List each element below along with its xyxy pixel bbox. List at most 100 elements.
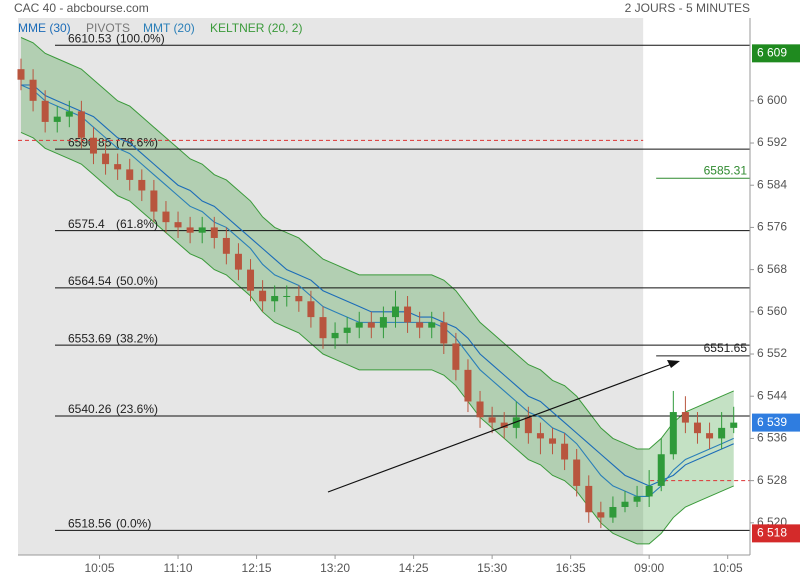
candle-body — [657, 454, 665, 486]
price-tag-label: 6 539 — [757, 415, 787, 429]
y-tick-label: 6 560 — [757, 304, 787, 318]
fib-percent: (23.6%) — [116, 402, 158, 416]
arrow-head — [667, 360, 680, 368]
candle-body — [186, 227, 194, 233]
x-tick-label: 09:00 — [634, 561, 664, 575]
candle-body — [29, 79, 37, 101]
candle-body — [343, 327, 351, 333]
candle-body — [549, 438, 557, 444]
candle-body — [500, 422, 508, 428]
fib-percent: (61.8%) — [116, 217, 158, 231]
y-tick-label: 6 552 — [757, 346, 787, 360]
candle-body — [536, 433, 544, 439]
candle-body — [65, 111, 73, 117]
candle-body — [404, 306, 412, 323]
band-line — [20, 132, 734, 545]
y-tick-label: 6 536 — [757, 431, 787, 445]
fib-price: 6610.53 — [68, 31, 112, 45]
x-tick-label: 15:30 — [477, 561, 507, 575]
x-tick-label: 12:15 — [242, 561, 272, 575]
candle-body — [283, 295, 291, 297]
fib-price: 6518.56 — [68, 517, 112, 531]
fib-price: 6564.54 — [68, 274, 112, 288]
candle-body — [391, 306, 399, 318]
chart-title: CAC 40 - abcbourse.com — [14, 1, 149, 15]
y-tick-label: 6 592 — [757, 135, 787, 149]
candle-body — [573, 459, 581, 486]
legend-entry: KELTNER (20, 2) — [210, 21, 302, 35]
y-tick-label: 6 528 — [757, 473, 787, 487]
x-tick-label: 13:20 — [320, 561, 350, 575]
candle-body — [416, 322, 424, 328]
y-tick-label: 6 544 — [757, 388, 787, 402]
candle-body — [681, 412, 689, 423]
candle-body — [307, 301, 315, 318]
y-tick-label: 6 600 — [757, 93, 787, 107]
moving-average — [20, 84, 734, 497]
trend-arrow — [327, 363, 673, 493]
candle-body — [512, 417, 520, 428]
candle-body — [222, 237, 230, 254]
fib-percent: (78.6%) — [116, 135, 158, 149]
y-tick-label: 6 576 — [757, 220, 787, 234]
candle-body — [17, 69, 25, 80]
candle-body — [718, 427, 726, 439]
moving-average — [21, 84, 734, 487]
y-tick-label: 6 584 — [757, 177, 787, 191]
candle-body — [367, 322, 375, 328]
chart-subtitle: 2 JOURS - 5 MINUTES — [625, 1, 750, 15]
candle-body — [162, 211, 170, 223]
candle-body — [319, 317, 327, 339]
candle-body — [488, 417, 496, 423]
candle-body — [633, 496, 641, 502]
x-tick-label: 16:35 — [556, 561, 586, 575]
fib-percent: (100.0%) — [116, 31, 165, 45]
legend-entry: MMT (20) — [143, 21, 195, 35]
candle-body — [331, 332, 339, 339]
candle-body — [259, 290, 267, 302]
candle-body — [355, 322, 363, 328]
price-tag — [752, 44, 800, 63]
candle-body — [247, 269, 255, 291]
candle-body — [295, 295, 303, 302]
candle-body — [464, 369, 472, 402]
candle-body — [138, 179, 146, 191]
candle-body — [706, 433, 714, 439]
band-fill — [21, 37, 734, 544]
candle-body — [730, 422, 738, 428]
previous-session-bg — [18, 18, 644, 555]
candle-body — [476, 401, 484, 418]
x-tick-label: 10:05 — [713, 561, 743, 575]
fib-price: 6575.4 — [68, 217, 105, 231]
candle-body — [114, 164, 122, 170]
legend-entry: MME (30) — [18, 21, 71, 35]
candle-body — [89, 137, 97, 154]
fib-price: 6553.69 — [68, 331, 112, 345]
fib-price: 6540.26 — [68, 402, 112, 416]
candle-body — [174, 222, 182, 228]
candle-body — [198, 227, 206, 233]
candle-body — [561, 443, 569, 460]
candle-body — [597, 512, 605, 518]
day-level-label: 6551.65 — [704, 341, 748, 355]
plot: 6610.53 (100.0%) 6590.85 (78.6%) 6575.4 (61.8… — [17, 18, 800, 575]
fib-price: 6590.85 — [68, 135, 112, 149]
legend-entry: PIVOTS — [86, 21, 130, 35]
candle-body — [621, 501, 629, 507]
x-tick-label: 11:10 — [163, 561, 192, 575]
y-tick-label: 6 568 — [757, 262, 787, 276]
fib-percent: (50.0%) — [116, 274, 158, 288]
candle-body — [53, 116, 61, 122]
x-tick-label: 14:25 — [399, 561, 429, 575]
price-tag-label: 6 518 — [757, 526, 787, 540]
candle-body — [428, 322, 436, 328]
candle-body — [150, 190, 158, 212]
candle-body — [41, 100, 49, 122]
band-line — [20, 37, 734, 450]
price-tag — [752, 524, 800, 543]
candle-body — [234, 253, 242, 270]
candle-body — [585, 485, 593, 513]
candle-body — [210, 227, 218, 238]
candle-body — [440, 322, 448, 344]
